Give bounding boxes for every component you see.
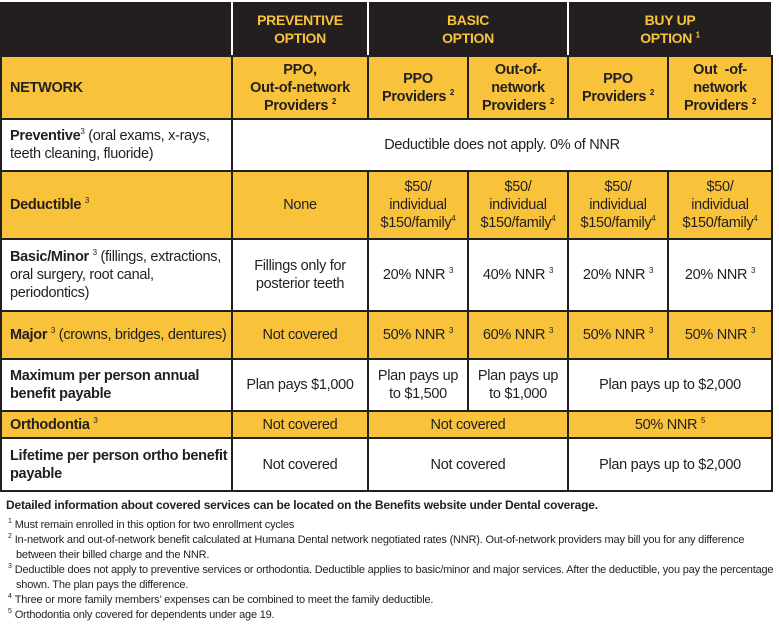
header-preventive-option: PREVENTIVE OPTION [231, 0, 369, 57]
major-label: Major 3 (crowns, bridges, dentures) [0, 310, 233, 360]
footnote-1: 1 Must remain enrolled in this option for… [8, 518, 295, 531]
network-buyup-oon: Out -of-network Providers 2 [667, 55, 773, 120]
lifetime-ortho-buyup: Plan pays up to $2,000 [567, 437, 773, 492]
network-basic-oon: Out-of-network Providers 2 [467, 55, 569, 120]
maximum-row: Maximum per person annual benefit payabl… [0, 358, 773, 412]
maximum-basic-ppo: Plan pays up to $1,500 [367, 358, 469, 412]
major-basic-oon: 60% NNR 3 [467, 310, 569, 360]
header-blank [0, 0, 233, 57]
maximum-basic-oon: Plan pays up to $1,000 [467, 358, 569, 412]
maximum-preventive: Plan pays $1,000 [231, 358, 369, 412]
lifetime-ortho-row: Lifetime per person ortho benefit payabl… [0, 437, 773, 492]
lifetime-ortho-label: Lifetime per person ortho benefit payabl… [0, 437, 233, 492]
network-buyup-ppo: PPO Providers 2 [567, 55, 669, 120]
major-basic-ppo: 50% NNR 3 [367, 310, 469, 360]
basic-minor-preventive: Fillings only for posterior teeth [231, 238, 369, 312]
header-basic-option: BASIC OPTION [367, 0, 569, 57]
basic-minor-basic-ppo: 20% NNR 3 [367, 238, 469, 312]
lifetime-ortho-basic: Not covered [367, 437, 569, 492]
footnote-3: 3 Deductible does not apply to preventive… [8, 563, 774, 591]
basic-minor-label: Basic/Minor 3 (fillings, extractions, or… [0, 238, 233, 312]
deductible-row: Deductible 3 None $50/individual $150/fam… [0, 170, 773, 240]
major-row: Major 3 (crowns, bridges, dentures) Not … [0, 310, 773, 360]
major-buyup-oon: 50% NNR 3 [667, 310, 773, 360]
footnotes-section: Detailed information about covered servi… [6, 498, 776, 623]
maximum-label: Maximum per person annual benefit payabl… [0, 358, 233, 412]
basic-minor-buyup-oon: 20% NNR 3 [667, 238, 773, 312]
deductible-basic-ppo: $50/individual $150/family4 [367, 170, 469, 240]
orthodontia-basic: Not covered [367, 410, 569, 439]
network-basic-ppo: PPO Providers 2 [367, 55, 469, 120]
coverage-info-note: Detailed information about covered servi… [6, 498, 598, 512]
preventive-value: Deductible does not apply. 0% of NNR [231, 118, 773, 172]
deductible-preventive: None [231, 170, 369, 240]
deductible-label: Deductible 3 [0, 170, 233, 240]
basic-minor-row: Basic/Minor 3 (fillings, extractions, or… [0, 238, 773, 312]
network-preventive: PPO, Out-of-network Providers 2 [231, 55, 369, 120]
orthodontia-preventive: Not covered [231, 410, 369, 439]
footnote-2: 2 In-network and out-of-network benefit c… [8, 533, 745, 561]
network-label: NETWORK [0, 55, 233, 120]
network-row: NETWORK PPO, Out-of-network Providers 2 PP… [0, 55, 773, 120]
deductible-buyup-ppo: $50/individual $150/family4 [567, 170, 669, 240]
orthodontia-row: Orthodontia 3 Not covered Not covered 50… [0, 410, 773, 439]
footnote-4: 4 Three or more family members’ expenses … [8, 593, 434, 606]
major-preventive: Not covered [231, 310, 369, 360]
deductible-basic-oon: $50/individual $150/family4 [467, 170, 569, 240]
footnote-5: 5 Orthodontia only covered for dependents… [8, 608, 275, 621]
orthodontia-buyup: 50% NNR 5 [567, 410, 773, 439]
header-buyup-option: BUY UP OPTION 1 [567, 0, 773, 57]
dental-benefits-table: PREVENTIVE OPTION BASIC OPTION BUY UP OPTIO… [0, 0, 773, 492]
maximum-buyup: Plan pays up to $2,000 [567, 358, 773, 412]
preventive-row: Preventive3 (oral exams, x-rays, teeth c… [0, 118, 773, 172]
major-buyup-ppo: 50% NNR 3 [567, 310, 669, 360]
deductible-buyup-oon: $50/individual $150/family4 [667, 170, 773, 240]
lifetime-ortho-preventive: Not covered [231, 437, 369, 492]
basic-minor-buyup-ppo: 20% NNR 3 [567, 238, 669, 312]
option-header-row: PREVENTIVE OPTION BASIC OPTION BUY UP OPTIO… [0, 0, 773, 57]
preventive-label: Preventive3 (oral exams, x-rays, teeth c… [0, 118, 233, 172]
basic-minor-basic-oon: 40% NNR 3 [467, 238, 569, 312]
orthodontia-label: Orthodontia 3 [0, 410, 233, 439]
